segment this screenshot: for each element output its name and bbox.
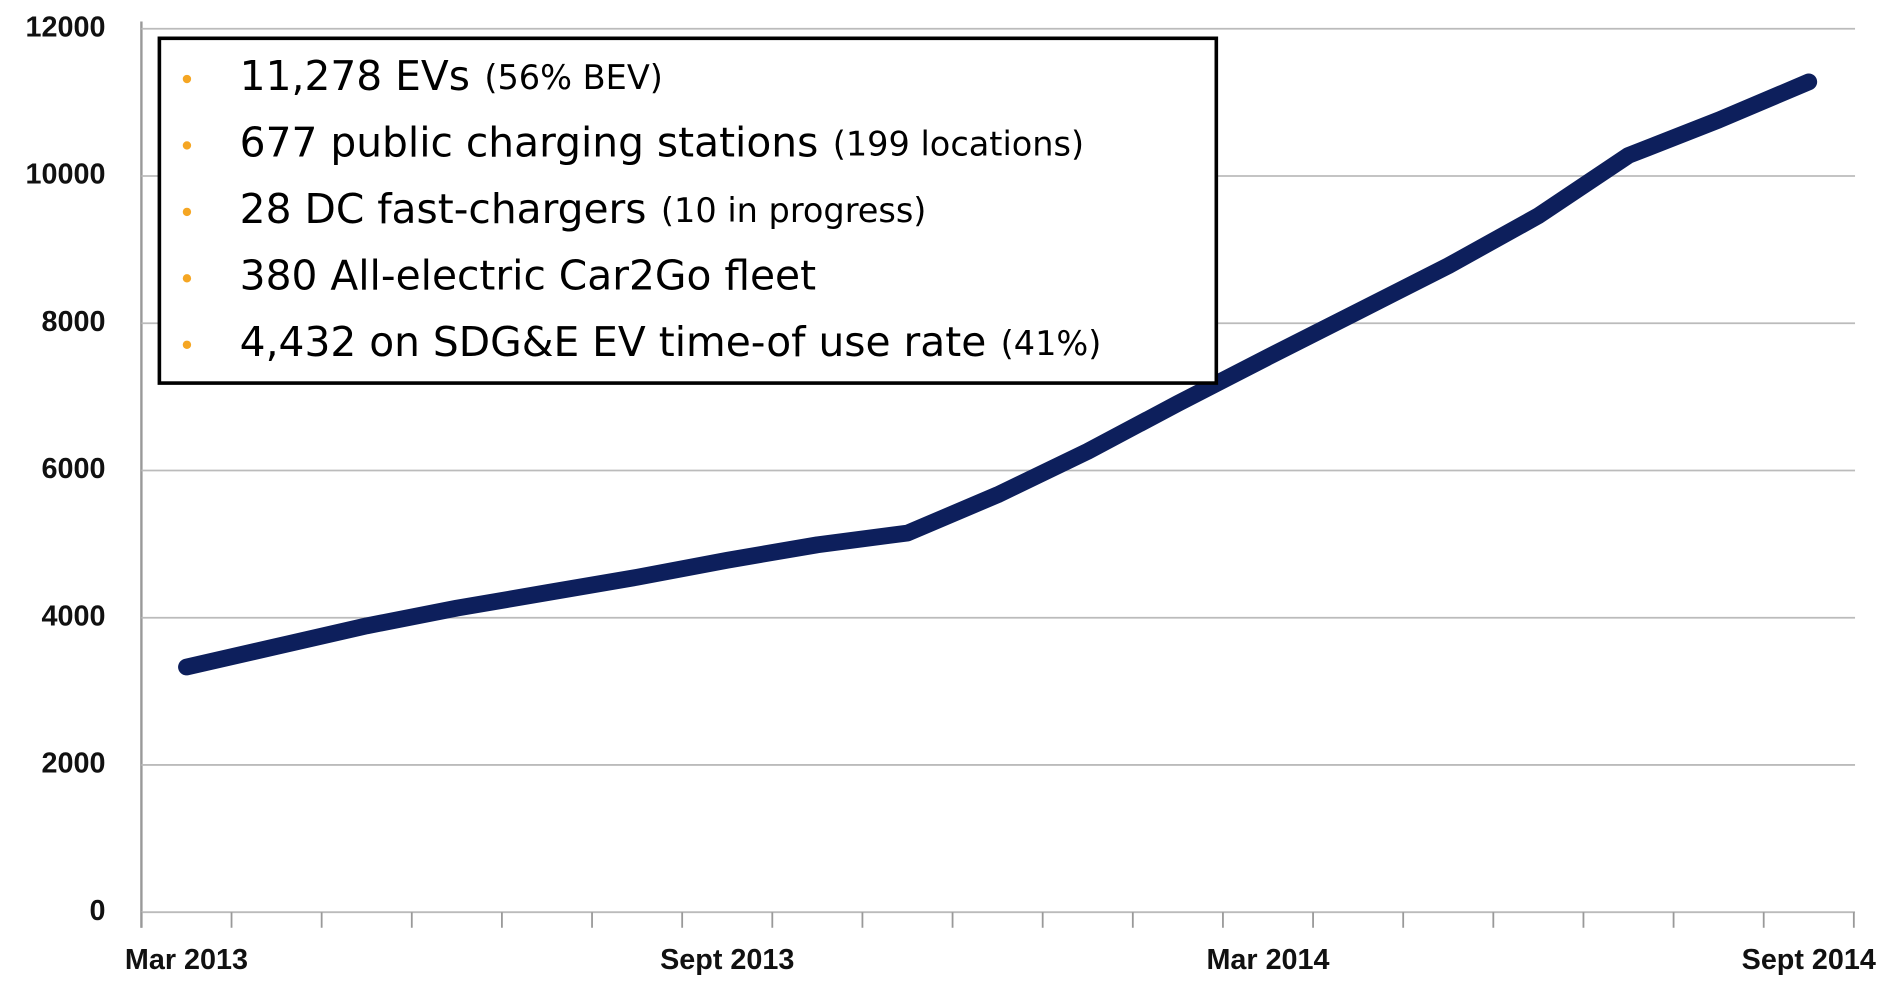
bullet: [182, 274, 192, 283]
y-tick-label: 10000: [26, 159, 106, 191]
bullet: [182, 340, 192, 349]
x-tick-label: Mar 2013: [125, 944, 248, 976]
y-tick-label: 2000: [41, 748, 105, 780]
annotation-note: (41%): [1001, 323, 1102, 362]
annotation-main: 380 All-electric Car2Go fleet: [240, 251, 816, 299]
legend-box: [157, 36, 1219, 385]
annotation-note: (199 locations): [833, 124, 1084, 163]
y-tick-label: 0: [89, 895, 105, 927]
annotation-main: 28 DC fast-chargers: [240, 185, 647, 233]
annotation: 677 public charging stations (199 locatio…: [240, 118, 1084, 166]
bullet: [182, 141, 192, 150]
annotation-main: 677 public charging stations: [240, 118, 819, 166]
bullet: [182, 207, 192, 217]
bullet: [182, 74, 192, 84]
annotation: 380 All-electric Car2Go fleet: [240, 251, 816, 299]
y-tick-label: 6000: [41, 453, 105, 485]
y-tick-label: 8000: [41, 306, 105, 338]
annotation: 28 DC fast-chargers (10 in progress): [240, 185, 927, 233]
y-tick-label: 12000: [26, 11, 106, 43]
annotation-main: 11,278 EVs: [240, 52, 470, 100]
data-line: [178, 73, 1818, 676]
annotation-main: 4,432 on SDG&E EV time-of use rate: [240, 318, 987, 366]
y-tick-label: 4000: [41, 600, 105, 632]
annotation: 11,278 EVs (56% BEV): [240, 52, 663, 100]
annotation-note: (56% BEV): [484, 58, 662, 97]
x-tick-label: Mar 2014: [1206, 944, 1329, 976]
annotation-note: (10 in progress): [661, 190, 926, 229]
x-tick-label: Sept 2013: [660, 944, 794, 976]
annotation: 4,432 on SDG&E EV time-of use rate (41%): [240, 318, 1102, 366]
x-tick-label: Sept 2014: [1742, 944, 1876, 976]
